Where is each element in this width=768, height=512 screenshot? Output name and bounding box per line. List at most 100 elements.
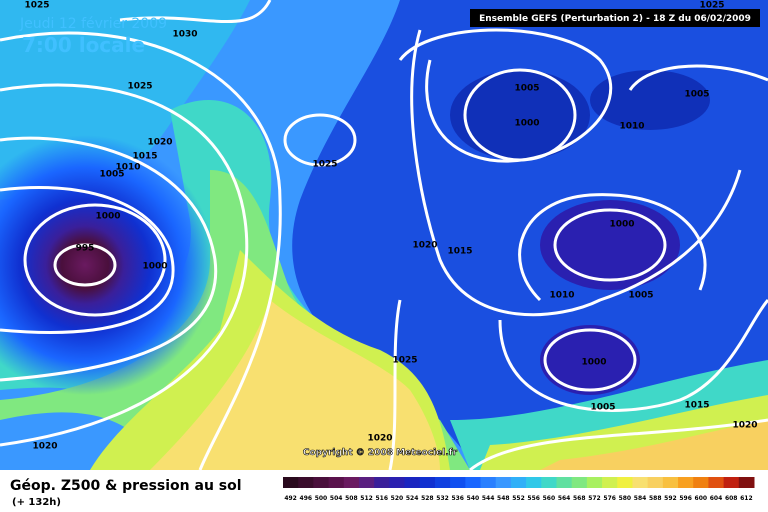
colorbar-label: 596 (679, 495, 692, 502)
isobar-labels: 1025103010251020101510101005100099510001… (24, 1, 757, 452)
isobar-label: 1020 (32, 442, 57, 452)
colorbar-swatch (678, 477, 694, 488)
colorbar-label: 552 (512, 495, 525, 502)
isobar-label: 1020 (147, 138, 172, 148)
colorbar-swatch (389, 477, 406, 488)
colorbar-label: 520 (391, 495, 404, 502)
isobar-label: 995 (76, 244, 95, 254)
isobar-label: 1005 (590, 403, 615, 413)
isobar-label: 1000 (609, 220, 634, 230)
colorbar-label: 568 (573, 495, 586, 502)
isobar-label: 1005 (514, 84, 539, 94)
colorbar-label: 584 (634, 495, 647, 502)
isobar-label: 1000 (514, 119, 539, 129)
colorbar-label: 492 (284, 495, 297, 502)
isobar-label: 1020 (732, 421, 757, 431)
legend-subtitle: (+ 132h) (12, 497, 61, 508)
colorbar-swatch (313, 477, 330, 488)
isobar-label: 1025 (699, 1, 724, 11)
colorbar-swatch (693, 477, 709, 488)
isobar-label: 1025 (127, 82, 152, 92)
isobar-label: 1000 (142, 262, 167, 272)
isobar-label: 1005 (628, 291, 653, 301)
colorbar-swatch (404, 477, 421, 488)
colorbar-label: 524 (406, 495, 419, 502)
isobar-label: 1025 (24, 1, 49, 11)
colorbar-label: 560 (543, 495, 556, 502)
isobar-label: 1020 (412, 241, 437, 251)
colorbar-label: 612 (740, 495, 753, 502)
colorbar-label: 504 (330, 495, 343, 502)
colorbar-label: 544 (482, 495, 495, 502)
colorbar-swatch (541, 477, 557, 488)
colorbar-swatch (419, 477, 436, 488)
colorbar-label: 580 (619, 495, 632, 502)
colorbar-label: 512 (360, 495, 373, 502)
colorbar-label: 548 (497, 495, 510, 502)
colorbar-swatch (343, 477, 360, 488)
colorbar-label: 532 (436, 495, 449, 502)
isobar-label: 1025 (312, 160, 337, 170)
colorbar-swatch (510, 477, 527, 488)
colorbar-swatch (450, 477, 466, 488)
colorbar-label: 604 (710, 495, 723, 502)
colorbar-swatch (602, 477, 618, 488)
isobar-lines (0, 0, 768, 472)
colorbar-label: 592 (664, 495, 677, 502)
colorbar-swatch (586, 477, 603, 488)
isobar-label: 1010 (549, 291, 574, 301)
colorbar-label: 564 (558, 495, 571, 502)
isobar-label: 1010 (619, 122, 644, 132)
colorbar-swatch (480, 477, 497, 488)
colorbar-swatch (723, 477, 740, 488)
colorbar-label: 556 (527, 495, 540, 502)
isobar-label: 1030 (172, 30, 197, 40)
colorbar-label: 536 (451, 495, 464, 502)
colorbar-label: 500 (315, 495, 328, 502)
colorbar-swatch (495, 477, 512, 488)
colorbar-label: 572 (588, 495, 601, 502)
copyright: Copyright © 2008 Meteociel.fr (303, 448, 458, 458)
colorbar-label: 508 (345, 495, 358, 502)
colorbar-label: 516 (375, 495, 388, 502)
map-background (0, 0, 768, 471)
isobar-label: 1010 (115, 163, 140, 173)
colorbar: 492 496 500 504 508 512 516 520 524 528 532 536 540 5… (283, 477, 755, 502)
colorbar-label: 528 (421, 495, 434, 502)
colorbar-swatch (571, 477, 588, 488)
date: Jeudi 12 février 2009 (19, 16, 167, 32)
isobar-label: 1015 (132, 152, 157, 162)
legend-title: Géop. Z500 & pression au sol (10, 478, 242, 494)
colorbar-swatch (708, 477, 725, 488)
model-title: Ensemble GEFS (Perturbation 2) - 18 Z du… (479, 14, 751, 24)
isobar-label: 1020 (367, 434, 392, 444)
model-box (470, 9, 760, 27)
isobar-label: 1015 (684, 401, 709, 411)
colorbar-swatch (434, 477, 451, 488)
colorbar-swatch (556, 477, 573, 488)
colorbar-swatch (283, 477, 299, 488)
colorbar-swatch (632, 477, 649, 488)
colorbar-swatch (374, 477, 390, 488)
colorbar-swatch (328, 477, 345, 488)
colorbar-swatch (358, 477, 375, 488)
colorbar-label: 608 (725, 495, 738, 502)
colorbar-swatch (617, 477, 633, 488)
colorbar-label: 600 (695, 495, 708, 502)
isobar-label: 1005 (684, 90, 709, 100)
isobar-label: 1025 (392, 356, 417, 366)
colorbar-swatch (298, 477, 314, 488)
isobar-label: 1015 (447, 247, 472, 257)
colorbar-swatch (526, 477, 542, 488)
colorbar-label: 576 (603, 495, 616, 502)
colorbar-label: 496 (300, 495, 313, 502)
colorbar-swatch (738, 477, 755, 488)
colorbar-swatch (465, 477, 482, 488)
colorbar-label: 588 (649, 495, 662, 502)
colorbar-swatch (662, 477, 679, 488)
isobar-label: 1005 (99, 170, 124, 180)
time: 7:00 locale (22, 33, 145, 57)
isobar-label: 1000 (581, 358, 606, 368)
